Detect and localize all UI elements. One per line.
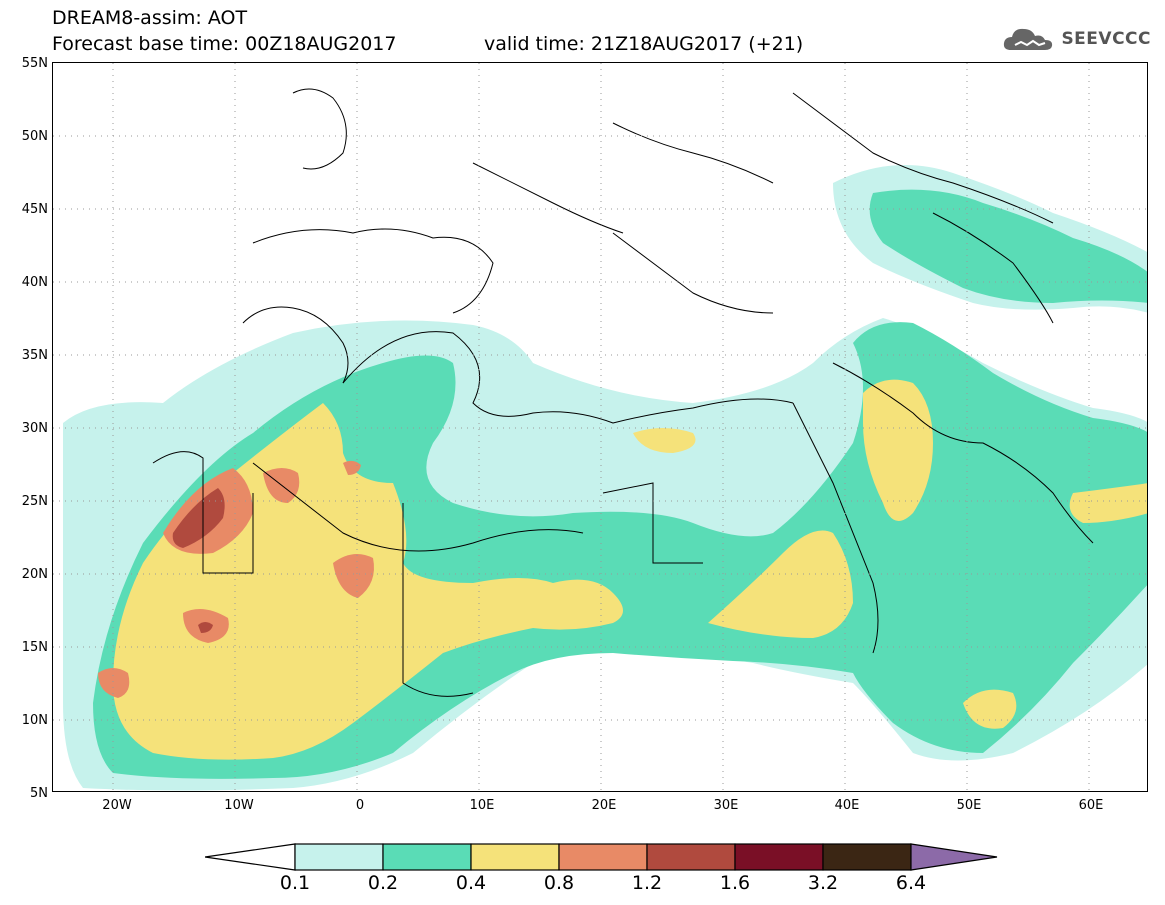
lon-label-40e: 40E bbox=[834, 798, 860, 813]
lon-label-0: 0 bbox=[355, 798, 365, 813]
colorbar-overflow bbox=[910, 843, 998, 871]
colorbar-bin-2 bbox=[382, 843, 472, 871]
colorbar-bin-6 bbox=[734, 843, 824, 871]
aot-map bbox=[52, 62, 1148, 792]
valid-time: valid time: 21Z18AUG2017 (+21) bbox=[484, 33, 804, 55]
colorbar-label-0-4: 0.4 bbox=[455, 872, 487, 894]
colorbar-underflow bbox=[205, 843, 296, 871]
colorbar bbox=[205, 843, 998, 871]
lon-label-20e: 20E bbox=[591, 798, 617, 813]
chart-title: DREAM8-assim: AOT bbox=[52, 7, 248, 29]
lat-label-55n: 55N bbox=[21, 56, 48, 71]
seevccc-logo: SEEVCCC bbox=[1001, 24, 1151, 54]
lat-label-15n: 15N bbox=[21, 640, 48, 655]
lat-label-35n: 35N bbox=[21, 348, 48, 363]
colorbar-label-0-8: 0.8 bbox=[543, 872, 575, 894]
country-borders bbox=[152, 88, 1094, 697]
lon-label-10w: 10W bbox=[224, 798, 254, 813]
lat-label-30n: 30N bbox=[21, 421, 48, 436]
colorbar-label-0-1: 0.1 bbox=[279, 872, 311, 894]
colorbar-label-1-6: 1.6 bbox=[719, 872, 751, 894]
cloud-icon bbox=[1004, 28, 1053, 50]
colorbar-label-6-4: 6.4 bbox=[895, 872, 927, 894]
lon-label-60e: 60E bbox=[1078, 798, 1104, 813]
logo-text: SEEVCCC bbox=[1061, 29, 1151, 49]
forecast-base-time: Forecast base time: 00Z18AUG2017 bbox=[52, 33, 397, 55]
colorbar-label-3-2: 3.2 bbox=[807, 872, 839, 894]
map-canvas bbox=[53, 63, 1147, 791]
lon-label-10e: 10E bbox=[469, 798, 495, 813]
colorbar-label-0-2: 0.2 bbox=[367, 872, 399, 894]
colorbar-bin-5 bbox=[646, 843, 736, 871]
lat-label-45n: 45N bbox=[21, 202, 48, 217]
lat-label-25n: 25N bbox=[21, 494, 48, 509]
lat-label-20n: 20N bbox=[21, 567, 48, 582]
lon-label-50e: 50E bbox=[956, 798, 982, 813]
lat-label-5n: 5N bbox=[30, 786, 48, 801]
colorbar-bin-7 bbox=[822, 843, 912, 871]
colorbar-bin-4 bbox=[558, 843, 648, 871]
aot-band-1-2 bbox=[172, 488, 225, 633]
colorbar-label-1-2: 1.2 bbox=[631, 872, 663, 894]
lat-label-10n: 10N bbox=[21, 713, 48, 728]
lon-label-20w: 20W bbox=[102, 798, 132, 813]
colorbar-bin-1 bbox=[294, 843, 384, 871]
lat-label-40n: 40N bbox=[21, 275, 48, 290]
lon-label-30e: 30E bbox=[713, 798, 739, 813]
lat-label-50n: 50N bbox=[21, 129, 48, 144]
colorbar-bin-3 bbox=[470, 843, 560, 871]
